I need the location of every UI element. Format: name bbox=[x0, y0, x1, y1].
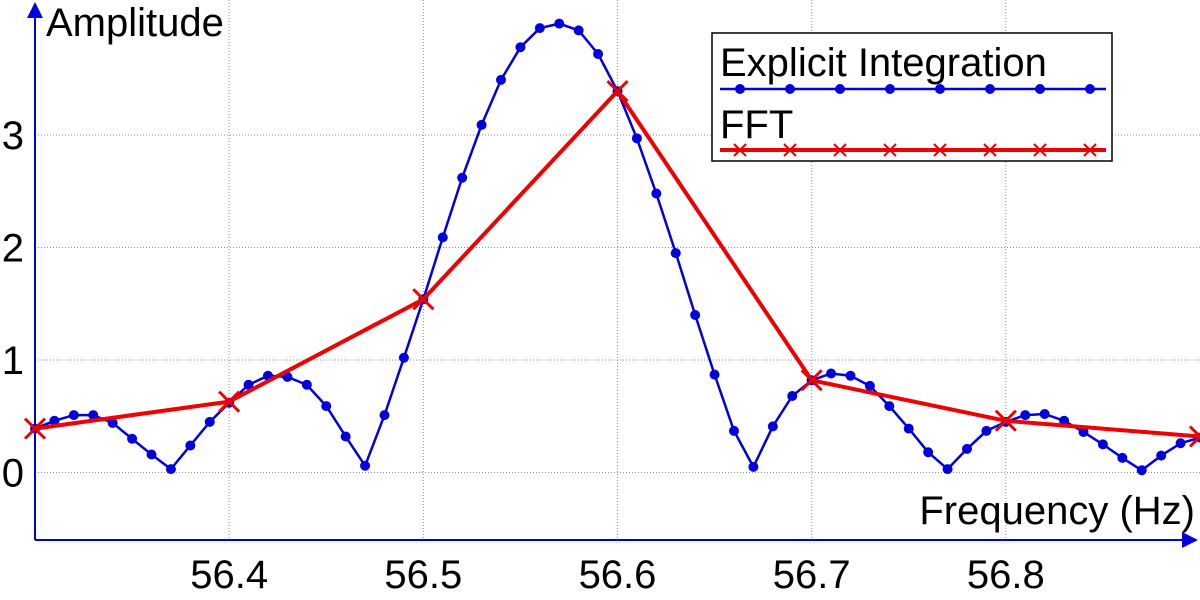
legend-marker-1-2 bbox=[833, 143, 847, 157]
series-0-point-49 bbox=[981, 425, 992, 436]
legend-marker-1-1 bbox=[783, 143, 797, 157]
series-0-point-46 bbox=[923, 447, 934, 458]
series-0-point-3 bbox=[88, 410, 99, 421]
y-axis-title: Amplitude bbox=[46, 1, 224, 45]
series-0-point-2 bbox=[68, 410, 79, 421]
legend-marker-0-2 bbox=[835, 84, 845, 94]
x-axis-title: Frequency (Hz) bbox=[919, 489, 1195, 533]
series-0-point-23 bbox=[476, 119, 487, 130]
series-0-point-17 bbox=[360, 460, 371, 471]
series-layer bbox=[23, 18, 1200, 476]
series-0-point-28 bbox=[573, 25, 584, 36]
series-0-point-41 bbox=[826, 368, 837, 379]
y-tick-label-0: 0 bbox=[2, 452, 24, 496]
series-0-point-36 bbox=[729, 425, 739, 436]
legend: Explicit Integration FFT bbox=[711, 32, 1113, 162]
series-0-point-35 bbox=[709, 369, 720, 380]
x-tick-label-2: 56.6 bbox=[579, 553, 657, 597]
series-0-point-39 bbox=[787, 391, 798, 401]
legend-box bbox=[711, 32, 1113, 162]
series-0-point-32 bbox=[651, 188, 662, 199]
legend-marker-1-6 bbox=[1033, 143, 1047, 157]
series-0-point-57 bbox=[1136, 465, 1147, 476]
series-0-point-48 bbox=[962, 443, 972, 454]
legend-marker-1-5 bbox=[983, 143, 997, 157]
legend-marker-1-0 bbox=[733, 143, 747, 157]
series-0-point-22 bbox=[457, 172, 468, 183]
series-0-point-11 bbox=[243, 379, 254, 390]
series-0-point-34 bbox=[690, 310, 701, 320]
series-0-point-45 bbox=[903, 423, 914, 434]
series-0-point-56 bbox=[1117, 452, 1128, 463]
series-0-point-24 bbox=[496, 74, 506, 85]
series-0-point-53 bbox=[1059, 415, 1070, 426]
axes bbox=[27, 2, 1198, 548]
series-0-point-8 bbox=[185, 440, 196, 451]
series-1-point-6 bbox=[1188, 425, 1200, 448]
tick-labels: 56.4 56.5 56.6 56.7 56.8 0 1 2 3 bbox=[2, 114, 1045, 597]
legend-marker-0-6 bbox=[1035, 84, 1045, 94]
legend-marker-0-1 bbox=[785, 84, 795, 94]
y-tick-label-2: 2 bbox=[2, 227, 24, 271]
x-tick-label-3: 56.7 bbox=[773, 553, 851, 597]
series-0-point-27 bbox=[554, 18, 565, 29]
legend-marker-0-3 bbox=[885, 84, 895, 94]
series-0-point-21 bbox=[437, 232, 448, 243]
series-0-point-37 bbox=[748, 461, 759, 472]
series-0-point-25 bbox=[515, 42, 526, 53]
x-tick-label-4: 56.8 bbox=[967, 553, 1045, 597]
series-0-point-14 bbox=[301, 379, 312, 390]
series-1-point-0 bbox=[23, 417, 47, 440]
series-0-point-26 bbox=[534, 23, 545, 34]
series-0-point-5 bbox=[127, 433, 138, 444]
series-1-point-1 bbox=[218, 390, 241, 413]
legend-marker-0-7 bbox=[1085, 84, 1095, 94]
series-0-point-33 bbox=[670, 248, 681, 259]
legend-marker-0-0 bbox=[735, 84, 745, 94]
series-0-point-52 bbox=[1039, 409, 1050, 419]
legend-marker-0-5 bbox=[985, 84, 995, 94]
y-tick-label-1: 1 bbox=[2, 339, 24, 383]
series-1-point-5 bbox=[994, 409, 1017, 432]
series-0-point-9 bbox=[204, 416, 215, 427]
series-0-point-15 bbox=[321, 401, 332, 412]
series-0-point-4 bbox=[107, 418, 118, 428]
legend-label-explicit-integration: Explicit Integration bbox=[720, 41, 1047, 85]
series-0-point-59 bbox=[1175, 438, 1186, 449]
series-0-point-18 bbox=[379, 410, 390, 421]
series-0-point-38 bbox=[767, 421, 778, 432]
series-0-point-44 bbox=[884, 401, 895, 412]
series-0-point-43 bbox=[864, 380, 875, 391]
series-0-point-58 bbox=[1156, 450, 1167, 461]
legend-marker-1-7 bbox=[1083, 143, 1097, 157]
legend-sample-1 bbox=[720, 143, 1106, 157]
series-0-point-47 bbox=[942, 464, 953, 475]
x-axis-arrow bbox=[1182, 532, 1198, 548]
series-1-point-4 bbox=[800, 369, 823, 392]
series-0-point-42 bbox=[845, 370, 856, 381]
legend-marker-1-4 bbox=[933, 143, 947, 157]
series-0-point-54 bbox=[1078, 427, 1089, 437]
x-tick-label-0: 56.4 bbox=[190, 553, 268, 597]
legend-marker-1-3 bbox=[883, 143, 897, 157]
series-0-point-1 bbox=[49, 415, 60, 426]
legend-marker-0-4 bbox=[935, 84, 945, 94]
series-0-point-31 bbox=[631, 133, 642, 144]
series-0-point-6 bbox=[146, 449, 157, 460]
x-tick-label-1: 56.5 bbox=[384, 553, 462, 597]
series-0-point-16 bbox=[340, 431, 351, 442]
series-1-point-2 bbox=[412, 288, 435, 311]
legend-sample-0 bbox=[720, 84, 1106, 94]
series-0-point-55 bbox=[1097, 439, 1108, 450]
y-tick-label-3: 3 bbox=[2, 114, 24, 158]
legend-label-fft: FFT bbox=[720, 103, 793, 147]
series-0-point-51 bbox=[1020, 410, 1031, 421]
y-axis-arrow bbox=[27, 2, 43, 18]
series-0-point-19 bbox=[398, 352, 409, 363]
series-1-point-3 bbox=[606, 80, 629, 103]
series-1 bbox=[23, 80, 1200, 448]
series-0-point-7 bbox=[165, 464, 176, 475]
series-0-point-29 bbox=[593, 49, 604, 59]
